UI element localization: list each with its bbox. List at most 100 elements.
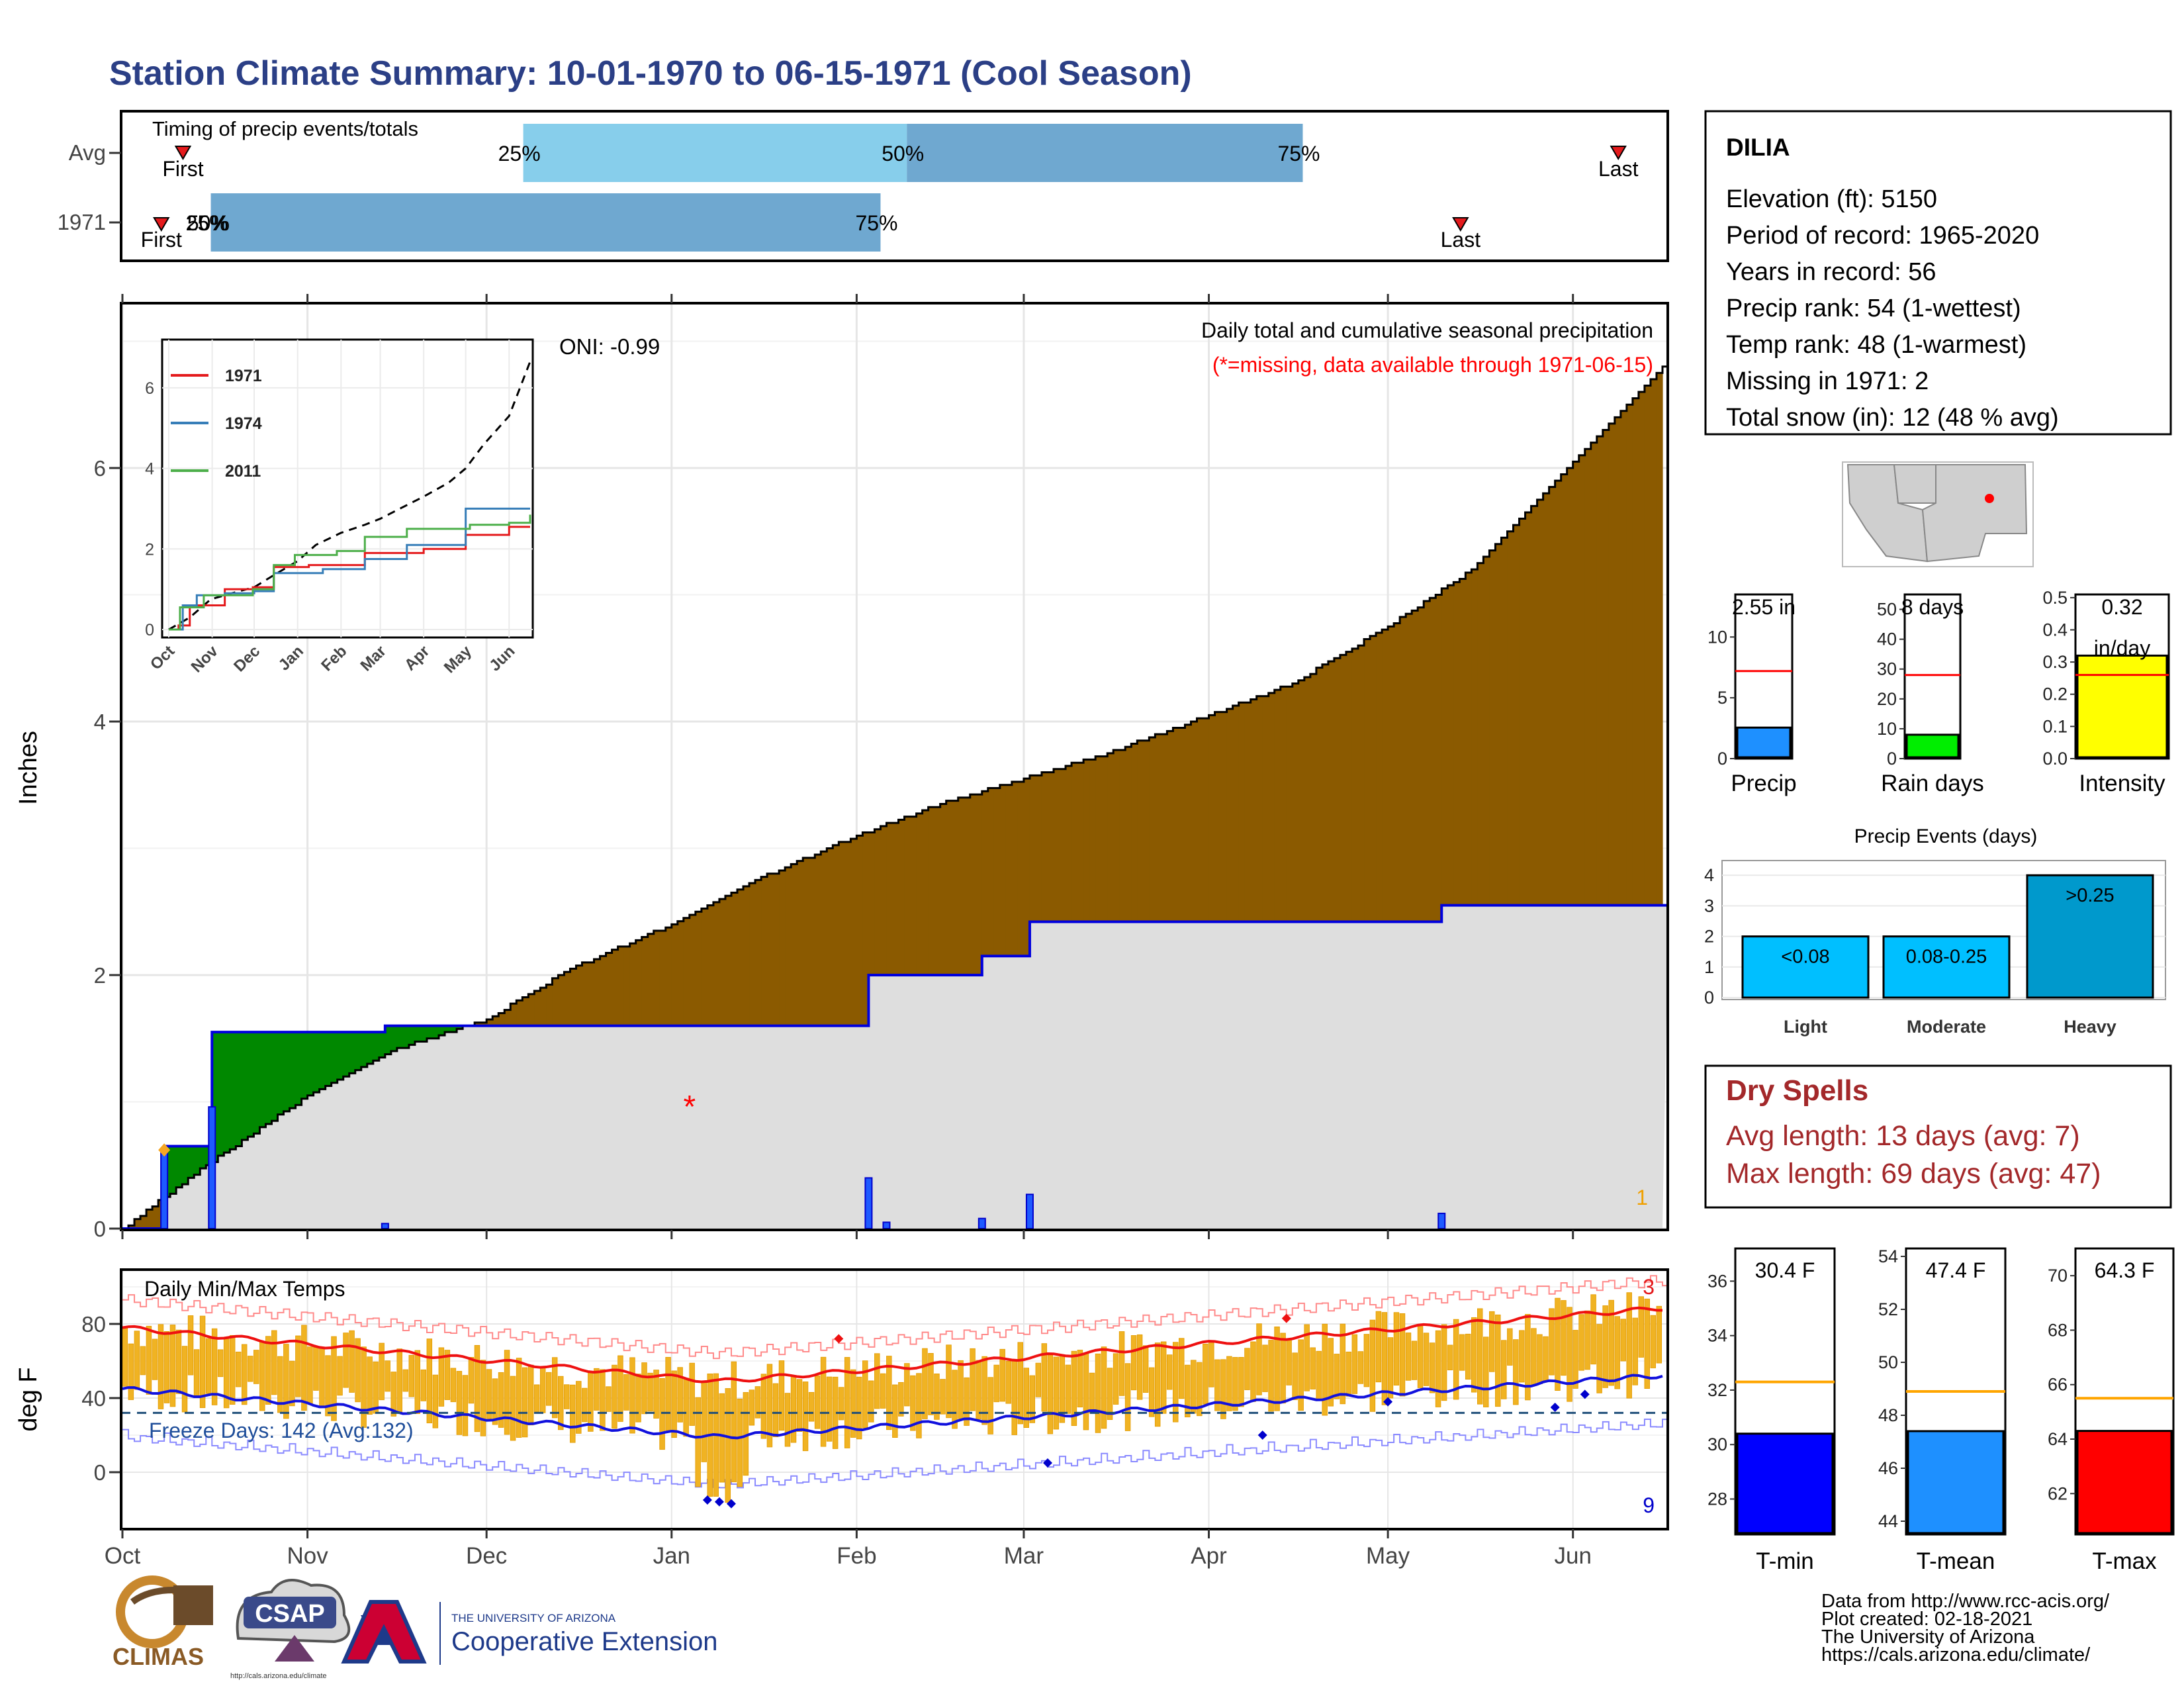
precip-note: (*=missing, data available through 1971-… (1212, 353, 1653, 377)
surplus-area (218, 1032, 224, 1156)
daily-temp-bar (629, 1357, 635, 1434)
deficit-area (1035, 775, 1042, 922)
daily-temp-bar (886, 1356, 892, 1430)
deficit-area (1412, 610, 1418, 922)
deficit-area (486, 1019, 493, 1026)
daily-temp-bar (1107, 1368, 1113, 1420)
deficit-area (946, 800, 953, 975)
deficit-area (827, 848, 833, 1026)
observed-cumulative-area (122, 905, 1669, 1229)
daily-temp-bar (1173, 1342, 1179, 1423)
daily-temp-bar (1626, 1292, 1632, 1399)
daily-temp-bar (940, 1379, 946, 1415)
daily-temp-bar (1148, 1367, 1155, 1417)
deficit-area (1197, 718, 1204, 922)
daily-temp-bar (1567, 1307, 1572, 1402)
mini-temp-tick: 66 (2048, 1375, 2068, 1395)
daily-temp-bar (1023, 1368, 1029, 1428)
deficit-area (1208, 715, 1216, 922)
station-line-missing: Missing in 1971: 2 (1726, 367, 1929, 395)
deficit-area (1066, 766, 1072, 922)
mini-temp-label: T-max (2092, 1548, 2157, 1574)
surplus-area (301, 1032, 308, 1099)
mini-temp-tick: 64 (2048, 1429, 2068, 1449)
mini-temp-label: T-mean (1917, 1548, 1995, 1574)
mini-temp-tick: 30 (1707, 1434, 1727, 1454)
daily-temp-bar (1590, 1294, 1596, 1365)
deficit-area (1525, 512, 1532, 906)
dry-spells-box: Dry Spells Avg length: 13 days (avg: 7) … (1704, 1064, 2172, 1209)
station-location-dot (1985, 494, 1994, 503)
surplus-area (420, 1025, 428, 1042)
daily-temp-bar (725, 1388, 731, 1503)
deficit-area (773, 873, 780, 1026)
mini-temp-tick: 32 (1707, 1380, 1727, 1400)
surplus-area (277, 1032, 285, 1115)
deficit-area (850, 839, 857, 1026)
daily-temp-bar (1304, 1324, 1310, 1391)
events-bar (1882, 935, 2011, 999)
surplus-area (230, 1032, 236, 1150)
credits: Data from http://www.rcc-acis.org/ Plot … (1821, 1591, 2110, 1665)
daily-temp-bar (1345, 1351, 1352, 1397)
deficit-area (635, 940, 643, 1026)
deficit-area (1424, 601, 1430, 922)
deficit-area (600, 956, 607, 1026)
daily-temp-bar (1483, 1336, 1489, 1407)
daily-temp-bar (1124, 1363, 1131, 1431)
daily-temp-bar (946, 1344, 952, 1419)
mini-precip-tick: 0.3 (2042, 652, 2068, 672)
deficit-area (1125, 747, 1132, 922)
mini-temp-bar (2076, 1430, 2173, 1534)
deficit-area (1370, 635, 1377, 922)
daily-temp-bar (402, 1369, 408, 1392)
deficit-area (677, 921, 684, 1026)
deficit-area (475, 1022, 481, 1026)
daily-temp-bar (533, 1384, 540, 1412)
deficit-area (1626, 404, 1633, 906)
daily-temp-bar (1489, 1311, 1495, 1372)
precip-events-chart: Precip Events (days) 0 1 2 3 4 <0.08 Light 0.08… (1704, 825, 2166, 1037)
timing-1971-last-label: Last (1441, 228, 1481, 252)
events-bar-label: <0.08 (1781, 947, 1829, 968)
climas-logo: CLIMAS (113, 1575, 213, 1670)
daily-temp-bar (1232, 1357, 1238, 1411)
deficit-area (719, 899, 726, 1026)
surplus-area (194, 1146, 201, 1175)
deficit-area (528, 994, 535, 1026)
mini-precip-value: 2.55 in (1732, 595, 1796, 619)
daily-temp-bar (1513, 1339, 1519, 1405)
avg-cumulative-line (122, 365, 1669, 1230)
daily-temp-bar (373, 1361, 379, 1414)
surplus-area (337, 1032, 344, 1080)
daily-temp-bar (1113, 1353, 1119, 1405)
record-marker (834, 1334, 844, 1344)
deficit-area (898, 820, 905, 975)
observed-cumulative-line (122, 904, 1669, 1230)
surplus-area (259, 1032, 267, 1127)
deficit-area (659, 930, 666, 1026)
deficit-area (1555, 481, 1562, 906)
deficit-area (1382, 630, 1388, 922)
deficit-area (516, 1000, 523, 1026)
deficit-area (1143, 740, 1150, 922)
deficit-area (1089, 759, 1096, 922)
credit-line-univ: The University of Arizona (1821, 1626, 2035, 1648)
surplus-area (361, 1032, 368, 1067)
daily-temp-bar (229, 1335, 236, 1405)
deficit-area (1023, 778, 1030, 957)
timing-1971-last-marker (1452, 217, 1469, 232)
daily-temp-bar (1220, 1359, 1226, 1419)
daily-temp-bar (964, 1377, 970, 1426)
mini-precip-tick: 0 (1717, 749, 1727, 769)
credit-line-data: Data from http://www.rcc-acis.org/ (1821, 1591, 2110, 1612)
mini-precip-value: 0.32 (2101, 595, 2142, 619)
deficit-area (1262, 696, 1269, 922)
mini-precip-label: Precip (1731, 771, 1796, 796)
deficit-area (540, 988, 547, 1026)
inset-avg-curve (168, 361, 531, 631)
station-info-box: DILIA Elevation (ft): 5150 Period of rec… (1704, 110, 2172, 436)
deficit-area (1238, 702, 1246, 922)
daily-temp-bar (659, 1378, 665, 1450)
daily-temp-bar (1250, 1341, 1256, 1402)
